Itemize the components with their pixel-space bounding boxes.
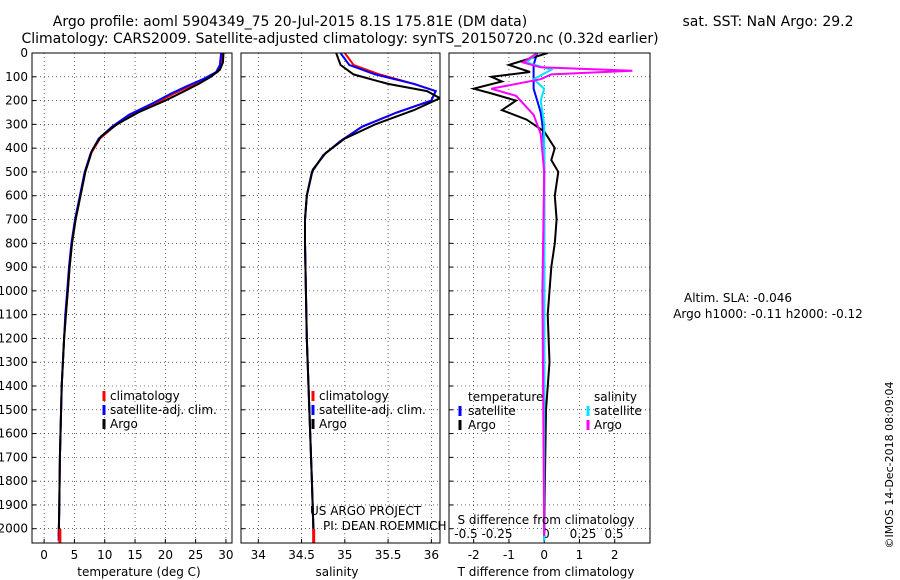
difference-xtick-label: -2 bbox=[468, 548, 480, 562]
difference-top-tick-label: 0.5 bbox=[604, 527, 623, 541]
temperature-xtick-label: 20 bbox=[158, 548, 173, 562]
depth-tick-label: 1500 bbox=[0, 403, 28, 417]
difference-legend-salinity-title: salinity bbox=[594, 390, 637, 404]
depth-tick-label: 1900 bbox=[0, 498, 28, 512]
figure-title-line1: Argo profile: aoml 5904349_75 20-Jul-201… bbox=[53, 14, 527, 30]
depth-tick-label: 1600 bbox=[0, 427, 28, 441]
timestamp-label: ©IMOS 14-Dec-2018 08:09:04 bbox=[883, 382, 896, 549]
salinity-xtick-label: 35.5 bbox=[375, 548, 402, 562]
temperature-legend-label: Argo bbox=[110, 417, 138, 431]
salinity-profile-chart: 34 34.5 35 35.5 36 climatologysatellite-adj. … bbox=[240, 52, 441, 562]
salinity-legend-label: satellite-adj. clim. bbox=[319, 403, 426, 417]
salinity-annotation-pi: PI: DEAN ROEMMICH bbox=[323, 519, 446, 533]
depth-tick-label: 500 bbox=[5, 165, 28, 179]
difference-top-tick-label: 0.25 bbox=[570, 527, 597, 541]
salinity-xtick-label: 34 bbox=[251, 548, 266, 562]
salinity-xtick-label: 35 bbox=[337, 548, 352, 562]
temperature-series-argo bbox=[57, 53, 225, 536]
difference-legend-label: satellite bbox=[594, 404, 642, 418]
temperature-xtick-label: 5 bbox=[71, 548, 79, 562]
salinity-legend-label: Argo bbox=[319, 417, 347, 431]
depth-tick-label: 0 bbox=[20, 46, 28, 60]
temperature-xtick-label: 25 bbox=[188, 548, 203, 562]
temperature-xtick-label: 10 bbox=[97, 548, 112, 562]
depth-tick-label: 600 bbox=[5, 189, 28, 203]
depth-tick-label: 2000 bbox=[0, 522, 28, 536]
difference-legend-temperature-title: temperature bbox=[468, 390, 543, 404]
difference-xlabel: T difference from climatology bbox=[457, 565, 635, 579]
depth-tick-label: 1200 bbox=[0, 331, 28, 345]
difference-top-tick-label: -0.25 bbox=[481, 527, 512, 541]
difference-top-axis-label: S difference from climatology bbox=[458, 513, 635, 527]
depth-tick-label: 1100 bbox=[0, 308, 28, 322]
depth-tick-label: 1000 bbox=[0, 284, 28, 298]
difference-profile-chart: -2 -1 0 1 2-0.5 -0.25 0 0.25 0.5temperaturesatel… bbox=[448, 52, 651, 562]
depth-tick-label: 100 bbox=[5, 70, 28, 84]
salinity-legend-label: climatology bbox=[319, 389, 389, 403]
temperature-xlabel: temperature (deg C) bbox=[77, 565, 200, 579]
temperature-xtick-label: 0 bbox=[40, 548, 48, 562]
depth-tick-label: 800 bbox=[5, 236, 28, 250]
salinity-xtick-label: 34.5 bbox=[288, 548, 315, 562]
difference-top-tick-label: -0.5 bbox=[454, 527, 477, 541]
depth-tick-label: 1700 bbox=[0, 450, 28, 464]
depth-tick-label: 900 bbox=[5, 260, 28, 274]
temperature-xtick-label: 30 bbox=[218, 548, 233, 562]
figure-title-line2: Climatology: CARS2009. Satellite-adjuste… bbox=[21, 31, 658, 47]
difference-xtick-label: -1 bbox=[503, 548, 515, 562]
difference-top-tick-label: 0 bbox=[542, 527, 550, 541]
salinity-frame bbox=[240, 52, 441, 544]
temperature-profile-chart: 0100200300400500600700800900100011001200… bbox=[0, 46, 234, 562]
difference-frame bbox=[448, 52, 651, 544]
salinity-annotation-project: US ARGO PROJECT bbox=[310, 504, 422, 518]
sla-map-title: Altim. SLA: -0.046 bbox=[684, 291, 792, 305]
difference-xtick-label: 0 bbox=[540, 548, 548, 562]
depth-tick-label: 200 bbox=[5, 94, 28, 108]
difference-xtick-label: 1 bbox=[576, 548, 584, 562]
depth-tick-label: 1300 bbox=[0, 355, 28, 369]
temperature-frame bbox=[31, 52, 233, 544]
difference-series-t_argo bbox=[469, 53, 560, 536]
depth-tick-label: 400 bbox=[5, 141, 28, 155]
depth-tick-label: 300 bbox=[5, 117, 28, 131]
salinity-xlabel: salinity bbox=[315, 565, 358, 579]
depth-tick-label: 1400 bbox=[0, 379, 28, 393]
temperature-xtick-label: 15 bbox=[127, 548, 142, 562]
depth-tick-label: 1800 bbox=[0, 474, 28, 488]
temperature-legend-label: satellite-adj. clim. bbox=[110, 403, 217, 417]
salinity-xtick-label: 36 bbox=[424, 548, 439, 562]
temperature-legend-label: climatology bbox=[110, 389, 180, 403]
difference-series-s_argo bbox=[491, 53, 633, 536]
depth-tick-label: 700 bbox=[5, 213, 28, 227]
sla-map-subtitle: Argo h1000: -0.11 h2000: -0.12 bbox=[673, 307, 863, 321]
difference-legend-label: Argo bbox=[468, 418, 496, 432]
difference-legend-label: satellite bbox=[468, 404, 516, 418]
sst-map-title: sat. SST: NaN Argo: 29.2 bbox=[682, 14, 853, 30]
salinity-series-argo bbox=[304, 53, 440, 536]
difference-legend-label: Argo bbox=[594, 418, 622, 432]
difference-xtick-label: 2 bbox=[611, 548, 619, 562]
